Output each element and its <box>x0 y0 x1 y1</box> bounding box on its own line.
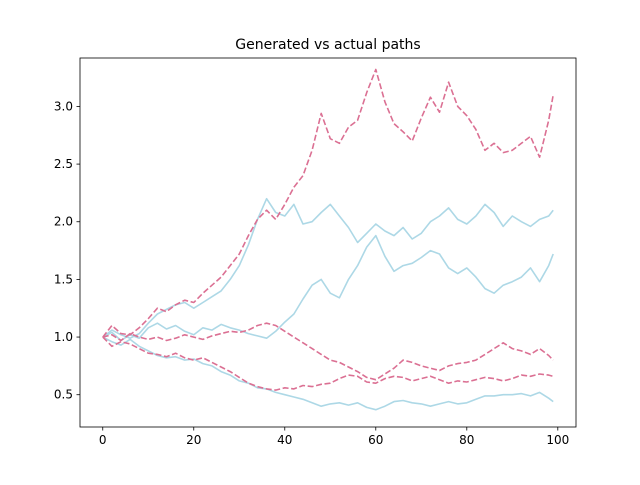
x-tick-label: 80 <box>459 433 474 447</box>
y-tick-label: 3.0 <box>54 99 73 113</box>
series-layer <box>102 68 554 411</box>
plot-frame <box>79 57 577 428</box>
dashed-series-line-6 <box>102 336 554 391</box>
y-tick-label: 0.5 <box>54 388 73 402</box>
x-tick-label: 40 <box>277 433 292 447</box>
x-tick-label: 0 <box>99 433 107 447</box>
x-tick-label: 60 <box>368 433 383 447</box>
axes-layer: 0 20 40 60 80 100 0.5 1.0 1.5 2.0 2.5 3.0 <box>54 57 577 447</box>
chart-title: Generated vs actual paths <box>235 37 420 53</box>
solid-series-line-1 <box>102 234 554 342</box>
x-tick-label: 100 <box>546 433 569 447</box>
dashed-series-line-4 <box>102 68 554 338</box>
y-tick-label: 1.5 <box>54 272 73 286</box>
y-tick-label: 2.0 <box>54 215 73 229</box>
x-tick-label: 20 <box>186 433 201 447</box>
dashed-series-line-5 <box>102 322 554 381</box>
y-tick-label: 1.0 <box>54 330 73 344</box>
solid-series-line-3 <box>102 336 554 411</box>
y-tick-label: 2.5 <box>54 157 73 171</box>
